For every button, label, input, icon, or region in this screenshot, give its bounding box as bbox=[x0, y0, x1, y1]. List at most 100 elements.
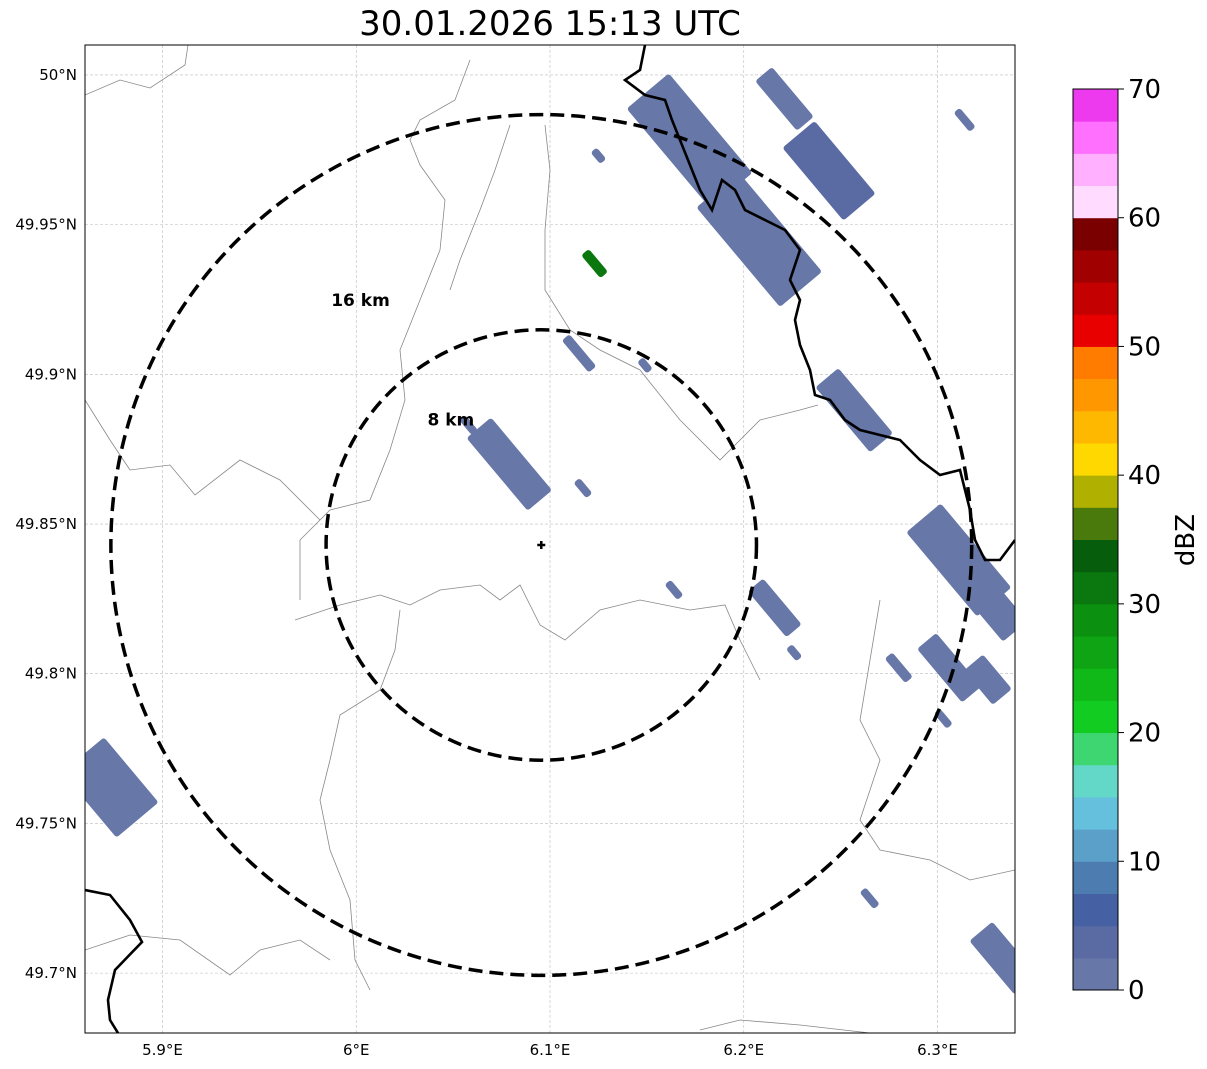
y-tick-label: 49.7°N bbox=[25, 964, 77, 982]
colorbar-tick-label: 70 bbox=[1128, 75, 1161, 105]
radar-echo bbox=[591, 148, 606, 163]
radar-echo bbox=[85, 738, 158, 837]
radar-echo bbox=[885, 653, 912, 682]
radar-echo bbox=[582, 250, 607, 278]
colorbar-band bbox=[1073, 571, 1118, 605]
border-line bbox=[85, 888, 144, 1033]
radar-echo bbox=[627, 74, 752, 208]
colorbar-tick-label: 40 bbox=[1128, 461, 1161, 491]
radar-echo bbox=[787, 645, 802, 661]
admin-boundaries bbox=[85, 45, 1015, 1033]
x-tick-label: 6°E bbox=[343, 1041, 370, 1059]
radar-echo bbox=[970, 922, 1015, 994]
radar-site-marker-icon bbox=[537, 540, 546, 549]
boundary-line bbox=[859, 599, 881, 851]
colorbar-tick-label: 30 bbox=[1128, 590, 1161, 620]
colorbar-band bbox=[1073, 925, 1118, 959]
radar-echo bbox=[562, 335, 596, 372]
y-tick-label: 50°N bbox=[39, 66, 77, 84]
colorbar-tick-label: 60 bbox=[1128, 204, 1161, 234]
radar-echo bbox=[816, 369, 892, 452]
radar-echo bbox=[965, 655, 1011, 704]
radar-echo bbox=[935, 709, 952, 728]
colorbar-frame bbox=[1072, 88, 1119, 991]
gridlines bbox=[85, 45, 1015, 1033]
boundary-line bbox=[85, 45, 189, 96]
colorbar-band bbox=[1073, 475, 1118, 508]
colorbar-band bbox=[1073, 829, 1118, 862]
radar-echo bbox=[783, 122, 875, 220]
radar-echo bbox=[756, 68, 813, 130]
colorbar-tick-label: 50 bbox=[1128, 332, 1161, 362]
boundary-line bbox=[879, 849, 1015, 881]
colorbar-band bbox=[1073, 796, 1118, 830]
colorbar-band bbox=[1073, 121, 1118, 154]
colorbar-band bbox=[1073, 957, 1118, 991]
x-tick-label: 6.3°E bbox=[917, 1041, 958, 1059]
colorbar-band bbox=[1073, 861, 1118, 894]
chart-title: 30.01.2026 15:13 UTC bbox=[359, 4, 741, 44]
colorbar-band bbox=[1073, 668, 1118, 701]
colorbar-band bbox=[1073, 700, 1118, 734]
boundary-line bbox=[319, 609, 401, 991]
colorbar-band bbox=[1073, 732, 1118, 766]
colorbar-band bbox=[1073, 346, 1118, 380]
colorbar-tick-label: 10 bbox=[1128, 847, 1161, 877]
boundary-line bbox=[85, 399, 321, 521]
colorbar-band bbox=[1073, 89, 1118, 122]
radar-echo bbox=[638, 358, 652, 373]
radar-echo bbox=[860, 888, 879, 909]
colorbar-band bbox=[1073, 539, 1118, 573]
map-frame bbox=[84, 44, 1016, 1034]
range-ring-label: 8 km bbox=[428, 411, 475, 431]
radar-echo bbox=[460, 416, 477, 435]
colorbar-band bbox=[1073, 764, 1118, 798]
range-rings: 8 km 16 km bbox=[109, 112, 974, 978]
radar-echo bbox=[467, 418, 551, 510]
colorbar-band bbox=[1073, 410, 1118, 444]
range-ring bbox=[109, 112, 974, 978]
axis-ticks: 5.9°E 6°E 6.1°E 6.2°E 6.3°E 50°N 49.95°N 49.9°N… bbox=[15, 66, 958, 1059]
country-borders bbox=[85, 45, 1015, 1033]
colorbar-band bbox=[1073, 185, 1118, 219]
colorbar-band bbox=[1073, 442, 1118, 476]
radar-echoes bbox=[85, 68, 1015, 994]
colorbar-tick-label: 0 bbox=[1128, 976, 1145, 1006]
colorbar-band bbox=[1073, 217, 1118, 251]
colorbar-band bbox=[1073, 249, 1118, 283]
colorbar-label: dBZ bbox=[1171, 514, 1201, 566]
y-tick-label: 49.75°N bbox=[15, 814, 77, 832]
radar-echo bbox=[749, 579, 801, 637]
y-tick-label: 49.95°N bbox=[15, 216, 77, 234]
colorbar: 0 10 20 30 40 50 60 70 dBZ bbox=[1072, 75, 1201, 1006]
boundary-line bbox=[299, 59, 471, 600]
radar-echo bbox=[697, 173, 821, 306]
colorbar-band bbox=[1073, 378, 1118, 412]
range-ring-label: 16 km bbox=[331, 291, 390, 311]
boundary-line bbox=[294, 584, 761, 681]
x-tick-label: 6.2°E bbox=[723, 1041, 764, 1059]
colorbar-band bbox=[1073, 507, 1118, 540]
y-tick-label: 49.9°N bbox=[25, 365, 77, 383]
colorbar-band bbox=[1073, 603, 1118, 637]
boundary-line bbox=[85, 934, 331, 976]
radar-echo bbox=[574, 479, 592, 498]
colorbar-band bbox=[1073, 153, 1118, 187]
x-tick-label: 5.9°E bbox=[142, 1041, 183, 1059]
boundary-line bbox=[449, 124, 511, 291]
colorbar-band bbox=[1073, 314, 1118, 347]
radar-echo bbox=[918, 634, 980, 702]
colorbar-band bbox=[1073, 636, 1118, 669]
y-tick-label: 49.8°N bbox=[25, 665, 77, 683]
y-tick-label: 49.85°N bbox=[15, 515, 77, 533]
colorbar-tick-label: 20 bbox=[1128, 719, 1161, 749]
colorbar-band bbox=[1073, 893, 1118, 927]
boundary-line bbox=[544, 124, 819, 461]
colorbar-band bbox=[1073, 282, 1118, 315]
x-tick-label: 6.1°E bbox=[530, 1041, 571, 1059]
radar-echo bbox=[954, 108, 975, 131]
radar-echo bbox=[665, 580, 683, 599]
range-ring bbox=[324, 328, 759, 762]
boundary-line bbox=[699, 1019, 871, 1033]
